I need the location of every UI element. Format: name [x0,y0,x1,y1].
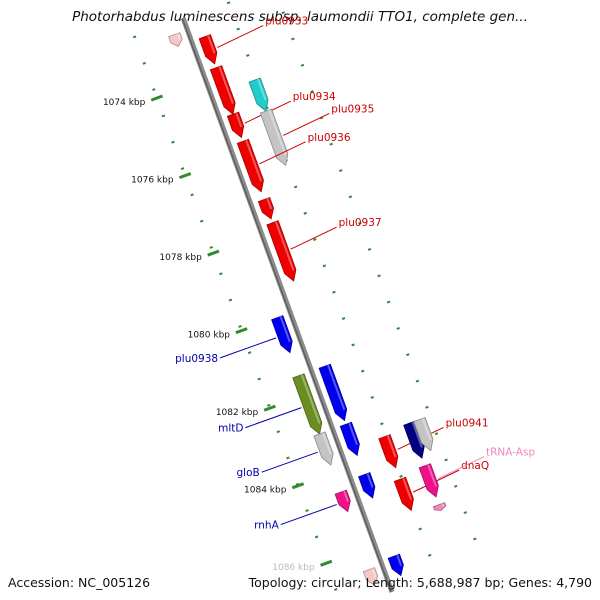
feature-label-plu0935: plu0935 [331,103,374,115]
feature-highlight-gloB-blue [348,422,358,446]
feature-label-mltD-olive: mltD [218,423,243,435]
feature-plu0933 [198,34,218,65]
feature-highlight-plu0941-red [386,435,397,458]
feature-highlight-plu0937-b [274,221,295,271]
feature-highlight-top-faint [176,33,181,41]
axis-tick-1082 [263,404,276,412]
axis-tick-1078 [207,249,220,257]
accession-text: Accession: NC_005126 [8,575,151,590]
feature-plu0938 [271,315,293,354]
feature-plu0937-b [266,220,297,282]
feature-plu0941-gray [413,416,434,452]
feature-highlight-bottom-blue [396,554,402,567]
genome-summary-text: Topology: circular; Length: 5,688,987 bp… [248,575,592,590]
backbone-line [180,17,395,593]
feature-highlight-plu0941-navy [411,421,423,448]
axis-tick-1076 [178,172,192,180]
feature-highlight-bottom-faint [371,568,377,578]
axis-tick-label-1074: 1074 kbp [103,98,146,108]
feature-plu0941-red [378,434,399,469]
feature-highlight-dnaQ [402,477,413,501]
label-leader-mltD-olive [245,407,302,429]
feature-highlight-tRNA-Asp [427,464,437,487]
label-leader-plu0933 [217,25,264,49]
label-leader-gloB-gray [261,451,318,473]
axis-tick-label-1078: 1078 kbp [159,253,202,263]
feature-highlight-plu0938 [279,316,291,343]
feature-label-plu0934-b: plu0934 [293,91,336,103]
feature-mltD-blue [318,363,348,422]
feature-plu0935 [259,108,289,167]
feature-label-rnhA-magenta: rnhA [254,520,279,532]
feature-label-plu0933: plu0933 [265,16,308,28]
feature-bottom-faint [362,567,379,586]
axis-tick-label-1086: 1086 kbp [272,563,315,573]
feature-bottom-blue [387,553,404,577]
feature-highlight-plu0937-a [266,198,273,210]
feature-highlight-rnhA-magenta [343,490,349,502]
feature-gloB-gray [313,431,334,466]
label-leader-plu0937-b [290,226,337,250]
feature-gloB-blue [339,421,360,457]
feature-label-plu0936: plu0936 [308,132,351,144]
feature-highlight-small-pink [441,503,445,508]
feature-highlight-mltD-blue [327,364,346,411]
axis-tick-1080 [235,327,248,335]
feature-label-dnaQ: dnaQ [461,460,489,472]
feature-highlight-plu0941-gray [421,418,432,441]
axis-tick-label-1082: 1082 kbp [216,408,259,418]
feature-highlight-plu0933 [207,35,216,54]
feature-label-gloB-gray: gloB [236,467,259,479]
axis-tick-label-1076: 1076 kbp [131,175,174,185]
backbone-edge [181,18,392,593]
feature-highlight-plu0934-b [235,112,243,128]
feature-highlight-plu0935 [268,109,287,156]
label-leader-plu0935 [283,113,330,136]
feature-plu0934-a [209,65,236,116]
feature-plu0937-a [257,196,275,220]
feature-plu0934-cyan [248,77,269,112]
feature-plu0941-navy [403,420,425,459]
feature-label-plu0938: plu0938 [175,353,218,365]
feature-highlight-plu0934-a [218,66,234,105]
feature-mltD-olive [292,373,323,435]
feature-rnhA-magenta [334,489,351,513]
feature-label-plu0937-b: plu0937 [339,217,382,229]
feature-plu0934-b [226,111,245,139]
label-leader-tRNA-Asp [437,456,485,480]
label-leader-plu0938 [219,337,277,359]
axis-tick-1074 [150,94,164,102]
feature-label-plu0941-red: plu0941 [446,417,489,429]
feature-highlight-plu0934-cyan [256,78,267,101]
guide-right-outer [277,0,484,560]
feature-highlight-gloB-gray [321,432,332,455]
feature-label-tRNA-Asp: tRNA-Asp [486,447,535,459]
axis-tick-label-1080: 1080 kbp [188,330,231,340]
feature-rnhA-blue [358,472,376,499]
label-leader-plu0936 [259,141,306,165]
feature-top-faint [168,32,183,47]
feature-dnaQ [393,476,414,512]
feature-small-pink [432,502,447,511]
axis-tick-label-1084: 1084 kbp [244,485,287,495]
feature-highlight-plu0936 [245,139,263,182]
axis-tick-1084 [291,482,305,490]
feature-highlight-rnhA-blue [366,473,374,488]
feature-tRNA-Asp [418,463,439,498]
label-leader-rnhA-magenta [280,504,337,526]
feature-plu0936 [236,138,264,193]
axis-tick-1086 [320,559,333,567]
feature-highlight-mltD-olive [300,374,321,424]
